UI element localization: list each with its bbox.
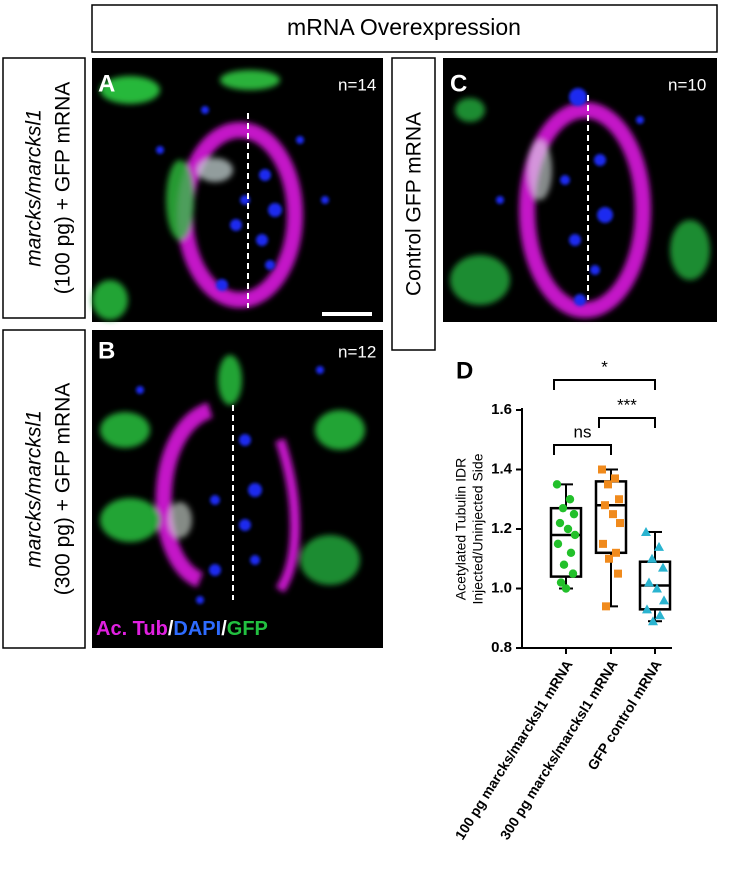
significance-bracket xyxy=(598,417,656,428)
data-point xyxy=(555,518,565,528)
data-point xyxy=(559,560,569,569)
y-tick-label: 1.2 xyxy=(491,520,512,537)
y-tick-label: 1.4 xyxy=(491,460,513,477)
data-point xyxy=(655,610,665,620)
stain-legend: Ac. Tub/DAPI/GFP xyxy=(96,618,268,640)
data-point xyxy=(615,495,623,504)
row-label: marcks/marcksl1 xyxy=(23,109,46,267)
data-point xyxy=(644,577,654,587)
separator: / xyxy=(168,618,174,640)
data-point xyxy=(566,548,576,557)
data-point xyxy=(616,519,624,528)
micrograph xyxy=(443,58,717,322)
n-label: n=12 xyxy=(338,342,376,361)
data-point xyxy=(601,501,609,510)
n-label: n=10 xyxy=(668,75,706,94)
data-point xyxy=(552,480,562,489)
data-point xyxy=(659,595,669,605)
data-point xyxy=(611,474,619,483)
data-point xyxy=(563,524,573,534)
y-tick-label: 0.8 xyxy=(491,639,512,656)
data-point xyxy=(558,503,568,513)
row-label-box xyxy=(2,329,86,649)
stain-label: Ac. Tub xyxy=(96,618,168,640)
data-point xyxy=(652,583,662,593)
header-title: mRNA Overexpression xyxy=(287,14,521,40)
n-label: n=14 xyxy=(338,75,376,94)
row-label: Control GFP mRNA xyxy=(403,112,426,296)
data-point xyxy=(570,530,580,540)
significance-label: * xyxy=(601,357,608,376)
micrograph xyxy=(92,58,383,322)
data-point xyxy=(553,539,563,549)
row-label: (300 pg) + GFP mRNA xyxy=(52,383,75,596)
significance-bracket xyxy=(553,444,612,455)
micrograph xyxy=(92,330,383,648)
data-point xyxy=(642,604,652,614)
data-point xyxy=(612,548,620,557)
panel-label: D xyxy=(456,357,473,384)
panel-label: C xyxy=(450,70,467,97)
separator: / xyxy=(221,618,227,640)
significance-bracket xyxy=(553,379,656,390)
data-point xyxy=(605,554,613,563)
data-point xyxy=(647,553,657,563)
data-point xyxy=(565,495,575,504)
panel-label: A xyxy=(98,70,115,97)
data-point xyxy=(556,578,566,587)
data-point xyxy=(648,616,658,626)
significance-label: ns xyxy=(574,422,592,441)
stain-label: DAPI xyxy=(173,618,221,640)
data-point xyxy=(614,569,622,578)
data-point xyxy=(568,569,578,578)
y-axis-label: Injected/Uninjected Side xyxy=(470,453,486,604)
significance-label: *** xyxy=(617,395,637,414)
data-point xyxy=(609,510,617,519)
data-point xyxy=(599,539,607,548)
data-point xyxy=(641,526,651,536)
data-point xyxy=(602,602,610,611)
row-label-box xyxy=(391,57,436,351)
data-point xyxy=(654,541,664,551)
y-tick-label: 1.6 xyxy=(491,401,512,418)
row-label: (100 pg) + GFP mRNA xyxy=(52,82,75,295)
panel-label: B xyxy=(98,337,115,364)
data-point xyxy=(598,465,606,474)
stain-label: GFP xyxy=(227,618,268,640)
data-point xyxy=(561,584,571,593)
data-point xyxy=(569,509,579,519)
row-label: marcks/marcksl1 xyxy=(23,410,46,568)
data-point xyxy=(658,562,668,572)
y-axis-label: Acetylated Tubulin IDR xyxy=(453,458,469,600)
data-point xyxy=(604,480,612,489)
row-label-box xyxy=(2,57,86,319)
y-tick-label: 1.0 xyxy=(491,579,512,596)
header-box xyxy=(91,4,718,53)
